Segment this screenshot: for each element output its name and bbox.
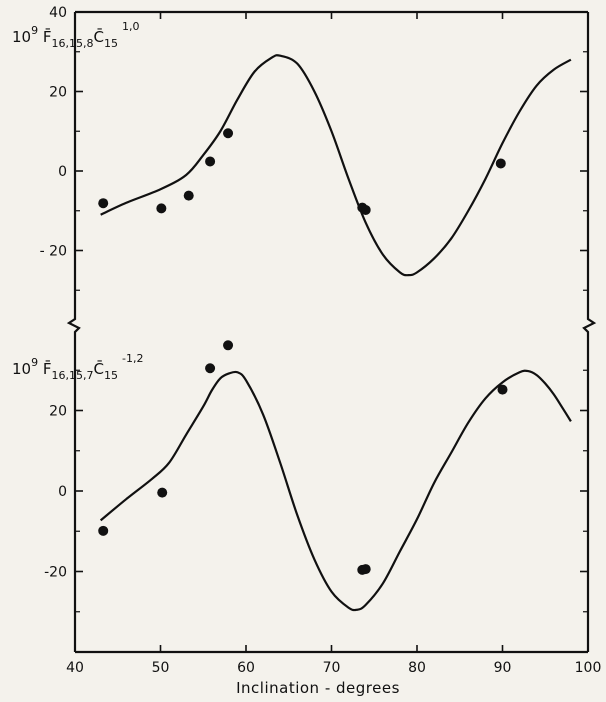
- x-tick-label: 40: [66, 660, 84, 676]
- data-point: [223, 128, 234, 139]
- data-point: [157, 487, 168, 498]
- panel-bottom: 20 0 -20 109 F̄16,15,7C̄15 -1,2: [12, 340, 588, 613]
- data-point: [205, 156, 216, 167]
- data-point: [98, 198, 109, 209]
- frame-left: [66, 12, 81, 652]
- y-tick-label: 0: [58, 484, 67, 500]
- data-point: [223, 340, 234, 351]
- fitted-curve: [99, 369, 572, 612]
- x-tick-label: 60: [237, 660, 255, 676]
- fitted-curve: [100, 54, 572, 277]
- chart-marks: 40 50 60 70 80 90 100 40 20 0 - 20 109 F̄16,15,8C̄1…: [12, 5, 601, 676]
- y-tick-label: 20: [49, 85, 67, 101]
- x-tick-label: 90: [494, 660, 512, 676]
- x-tick-label: 70: [323, 660, 341, 676]
- data-point: [360, 204, 371, 215]
- y-tick-label: -20: [44, 565, 67, 581]
- panel-top: 40 20 0 - 20 109 F̄16,15,8C̄15 1,0: [12, 5, 588, 291]
- panel-coefficient-sup: -1,2: [122, 352, 143, 365]
- data-point: [495, 158, 506, 169]
- data-point: [205, 363, 216, 374]
- panel-coefficient-sup: 1,0: [122, 20, 140, 33]
- data-point: [183, 190, 194, 201]
- frame-right: [582, 12, 597, 652]
- y-tick-label: - 20: [40, 244, 67, 260]
- y-tick-label: 40: [49, 5, 67, 21]
- x-tick-label: 50: [152, 660, 170, 676]
- panel-coefficient-label: 109 F̄16,15,7C̄15: [12, 356, 118, 382]
- data-point: [360, 564, 371, 575]
- data-point: [98, 525, 109, 536]
- x-axis-label: Inclination - degrees: [236, 679, 400, 697]
- x-tick-label: 80: [408, 660, 426, 676]
- data-point: [156, 203, 167, 214]
- y-tick-label: 20: [49, 404, 67, 420]
- x-tick-label: 100: [575, 660, 602, 676]
- y-tick-label: 0: [58, 164, 67, 180]
- data-point: [497, 384, 508, 395]
- panel-coefficient-label: 109 F̄16,15,8C̄15: [12, 24, 118, 50]
